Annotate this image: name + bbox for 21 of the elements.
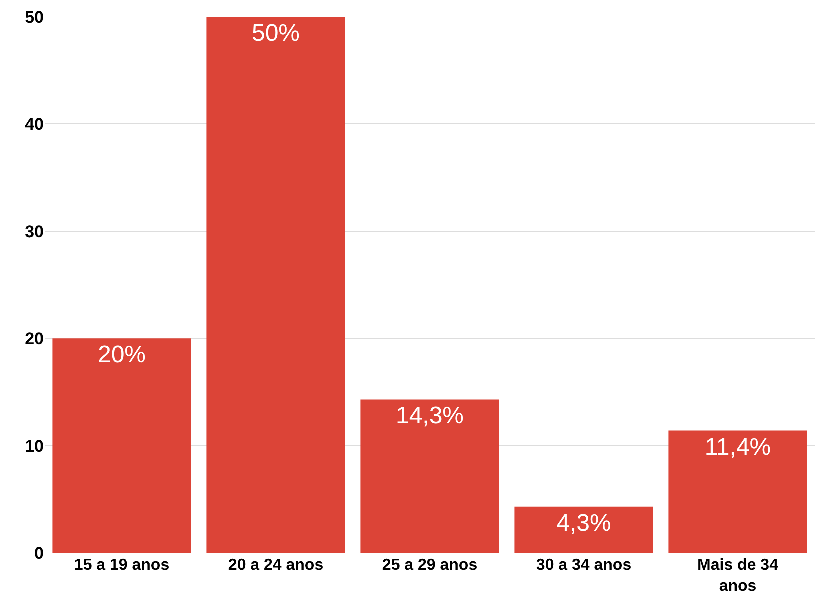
y-tick-label: 0 (34, 544, 44, 563)
x-tick-label: 25 a 29 anos (382, 557, 478, 574)
y-tick-label: 30 (25, 222, 44, 242)
y-tick-label: 40 (25, 115, 44, 134)
data-label: 11,4% (704, 434, 772, 461)
bar (514, 506, 654, 553)
bar (52, 338, 192, 553)
y-tick-label: 50 (25, 8, 44, 27)
data-label: 50% (252, 20, 300, 47)
data-label: 4,3% (556, 510, 612, 537)
bar (668, 430, 808, 553)
y-tick-label: 10 (25, 436, 44, 456)
x-tick-label: 30 a 34 anos (536, 557, 632, 574)
data-label: 20% (98, 342, 146, 369)
bar (206, 17, 346, 553)
x-tick-label: Mais de 34 anos (698, 557, 779, 595)
x-tick-label: 20 a 24 anos (228, 557, 324, 574)
x-tick-label: 15 a 19 anos (74, 557, 170, 574)
data-label: 14,3% (396, 402, 464, 430)
y-tick-label: 20 (25, 330, 44, 349)
bar (360, 400, 500, 553)
